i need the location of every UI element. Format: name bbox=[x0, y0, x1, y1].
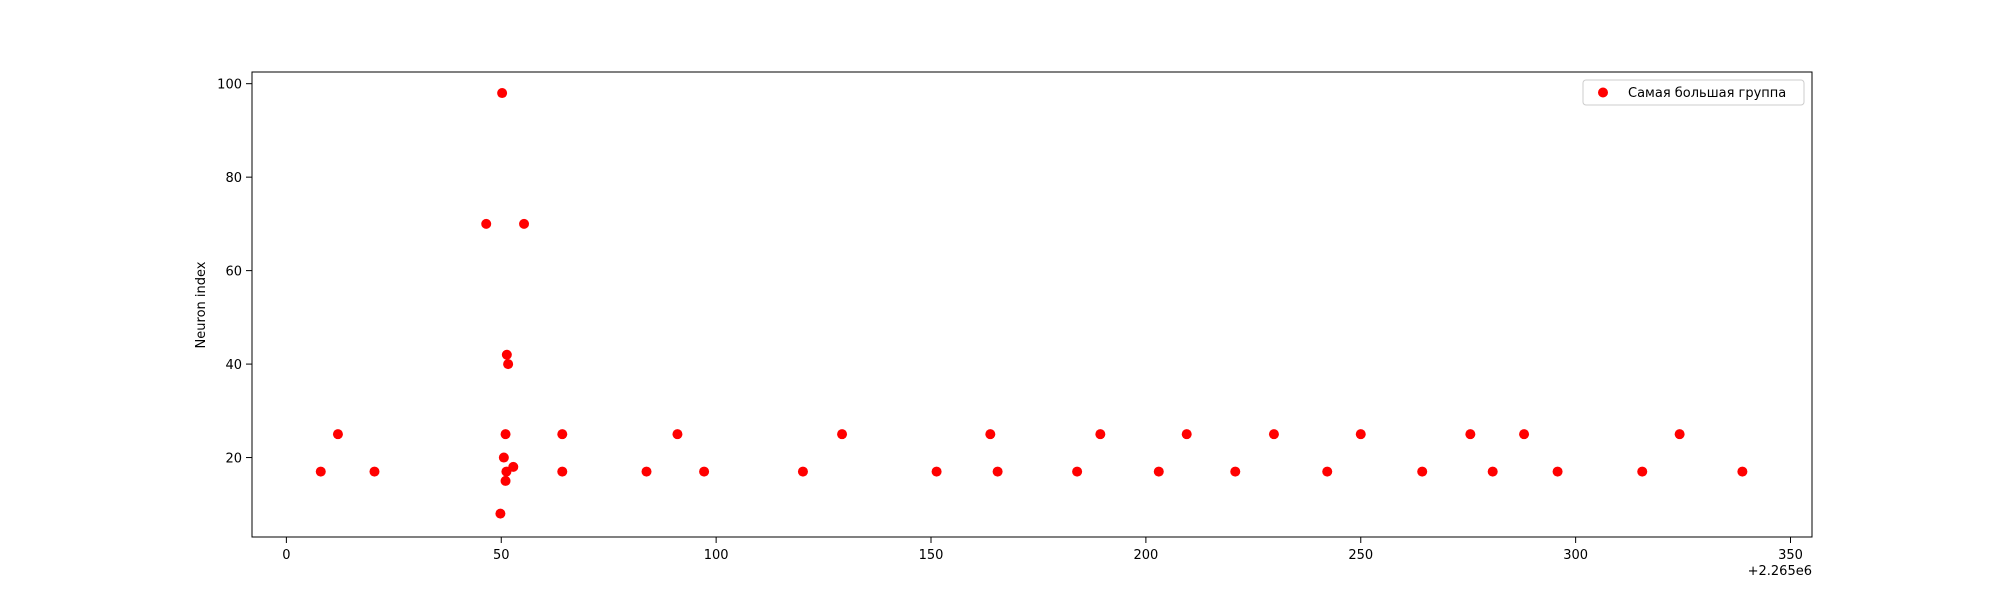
x-tick-label: 50 bbox=[493, 548, 510, 563]
data-point bbox=[557, 466, 568, 477]
y-tick-label: 40 bbox=[225, 358, 242, 373]
data-point bbox=[1637, 466, 1648, 477]
legend: Самая большая группа bbox=[1582, 79, 1805, 106]
data-point bbox=[500, 429, 511, 440]
data-point bbox=[1268, 429, 1279, 440]
data-point bbox=[1181, 429, 1192, 440]
y-tick-label: 80 bbox=[225, 171, 242, 186]
data-point bbox=[501, 349, 512, 360]
x-tick-label: 100 bbox=[704, 548, 729, 563]
data-point bbox=[641, 466, 652, 477]
data-point bbox=[500, 475, 511, 486]
data-point bbox=[672, 429, 683, 440]
data-point bbox=[985, 429, 996, 440]
data-point bbox=[931, 466, 942, 477]
legend-entry: Самая большая группа bbox=[1628, 86, 1786, 101]
data-point bbox=[508, 461, 519, 472]
data-point bbox=[1355, 429, 1366, 440]
data-point bbox=[481, 218, 492, 229]
data-point bbox=[315, 466, 326, 477]
data-point bbox=[1072, 466, 1083, 477]
y-tick-label: 20 bbox=[225, 452, 242, 467]
data-point bbox=[332, 429, 343, 440]
data-point bbox=[837, 429, 848, 440]
plot-frame bbox=[251, 71, 1813, 538]
data-points bbox=[315, 88, 1748, 519]
data-point bbox=[519, 218, 530, 229]
data-point bbox=[1674, 429, 1685, 440]
legend-marker bbox=[1598, 87, 1608, 98]
data-point bbox=[503, 359, 514, 370]
data-point bbox=[1153, 466, 1164, 477]
data-point bbox=[1552, 466, 1563, 477]
legend-frame bbox=[1582, 79, 1805, 106]
x-tick-label: 350 bbox=[1778, 548, 1803, 563]
x-tick-label: 200 bbox=[1133, 548, 1158, 563]
data-point bbox=[498, 452, 509, 463]
x-tick-label: 0 bbox=[282, 548, 290, 563]
y-axis: 20 40 60 80 100 bbox=[217, 78, 252, 467]
data-point bbox=[1230, 466, 1241, 477]
data-point bbox=[1487, 466, 1498, 477]
data-point bbox=[699, 466, 710, 477]
data-point bbox=[369, 466, 380, 477]
data-point bbox=[1465, 429, 1476, 440]
x-tick-label: 250 bbox=[1348, 548, 1373, 563]
data-point bbox=[992, 466, 1003, 477]
data-point bbox=[1322, 466, 1333, 477]
x-tick-label: 150 bbox=[919, 548, 944, 563]
data-point bbox=[557, 429, 568, 440]
data-point bbox=[1095, 429, 1106, 440]
data-point bbox=[1737, 466, 1748, 477]
data-point bbox=[1417, 466, 1428, 477]
x-tick-label: 300 bbox=[1563, 548, 1588, 563]
y-tick-label: 100 bbox=[217, 78, 242, 93]
data-point bbox=[497, 88, 508, 99]
y-axis-label: Neuron index bbox=[194, 261, 209, 348]
data-point bbox=[797, 466, 808, 477]
data-point bbox=[495, 508, 506, 519]
x-axis-offset-label: +2.265e6 bbox=[1748, 564, 1812, 579]
x-axis: 0 50 100 150 200 250 300 350 bbox=[282, 537, 1803, 563]
y-tick-label: 60 bbox=[225, 265, 242, 280]
data-point bbox=[1519, 429, 1530, 440]
